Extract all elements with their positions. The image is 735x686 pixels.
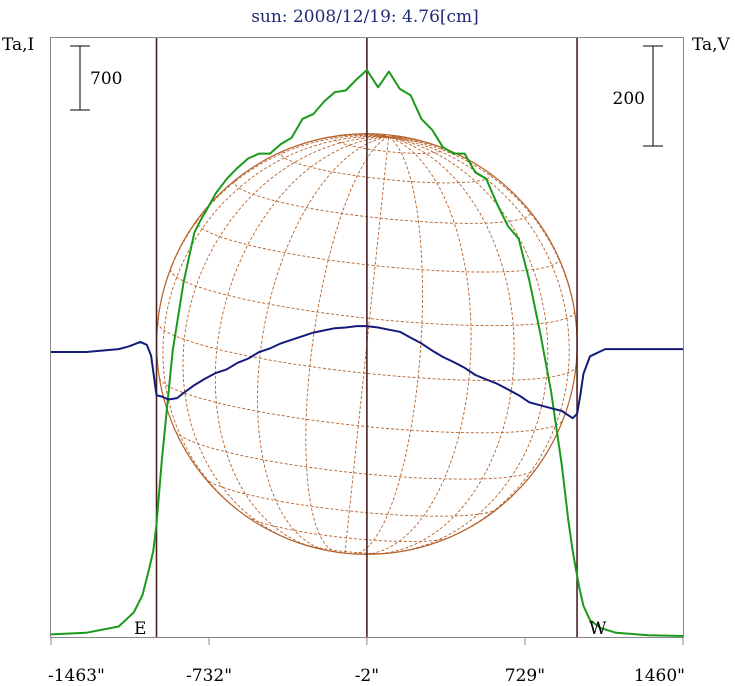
y-right-label: Ta,V — [692, 35, 731, 55]
x-tick-label: -2" — [355, 666, 379, 686]
x-tick-label: 1460" — [634, 666, 685, 686]
longitude-line — [388, 136, 578, 367]
x-tick-label: 729" — [505, 666, 545, 686]
latitude-line — [158, 377, 564, 434]
solar-disk-grid — [156, 133, 578, 555]
longitude-line — [372, 133, 389, 138]
limb-label-west: W — [589, 619, 607, 639]
longitude-line — [353, 136, 423, 555]
longitude-line — [388, 136, 570, 539]
limb-lines — [155, 38, 578, 637]
series-I-line — [50, 69, 684, 637]
longitude-line — [214, 136, 389, 549]
longitude-line — [388, 136, 436, 146]
latitude-line — [280, 150, 491, 184]
latitude-line — [233, 179, 531, 224]
y-left-label: Ta,I — [2, 35, 34, 55]
x-tick-label: -1463" — [48, 666, 105, 686]
scale-bar-left — [70, 45, 90, 111]
longitude-line — [341, 133, 389, 138]
longitude-line — [388, 135, 395, 138]
longitude-line — [388, 136, 479, 167]
chart-title: sun: 2008/12/19: 4.76[cm] — [251, 7, 479, 27]
scale-bar-right-label: 200 — [613, 89, 645, 109]
x-axis: -1463" -732" -2" 729" 1460" — [48, 637, 685, 686]
latitude-line — [175, 430, 537, 480]
curves — [50, 69, 684, 637]
longitude-line — [305, 136, 389, 553]
longitude-line — [388, 136, 549, 552]
scale-bar-right — [643, 45, 663, 147]
latitude-line — [170, 269, 575, 327]
scale-bar-left-label: 700 — [90, 69, 122, 89]
longitude-line — [294, 134, 389, 147]
longitude-line — [162, 136, 389, 517]
latitude-line — [196, 219, 560, 273]
longitude-line — [344, 136, 390, 554]
x-tick-label: -732" — [186, 666, 232, 686]
latitude-line — [333, 134, 443, 154]
longitude-line — [375, 136, 515, 555]
longitude-line — [388, 136, 412, 140]
longitude-line — [182, 136, 389, 541]
longitude-line — [383, 134, 389, 138]
series-V-line — [51, 325, 683, 420]
longitude-line — [388, 136, 406, 138]
limb-label-east: E — [134, 619, 146, 639]
longitude-line — [257, 136, 389, 550]
longitude-line — [366, 136, 472, 555]
